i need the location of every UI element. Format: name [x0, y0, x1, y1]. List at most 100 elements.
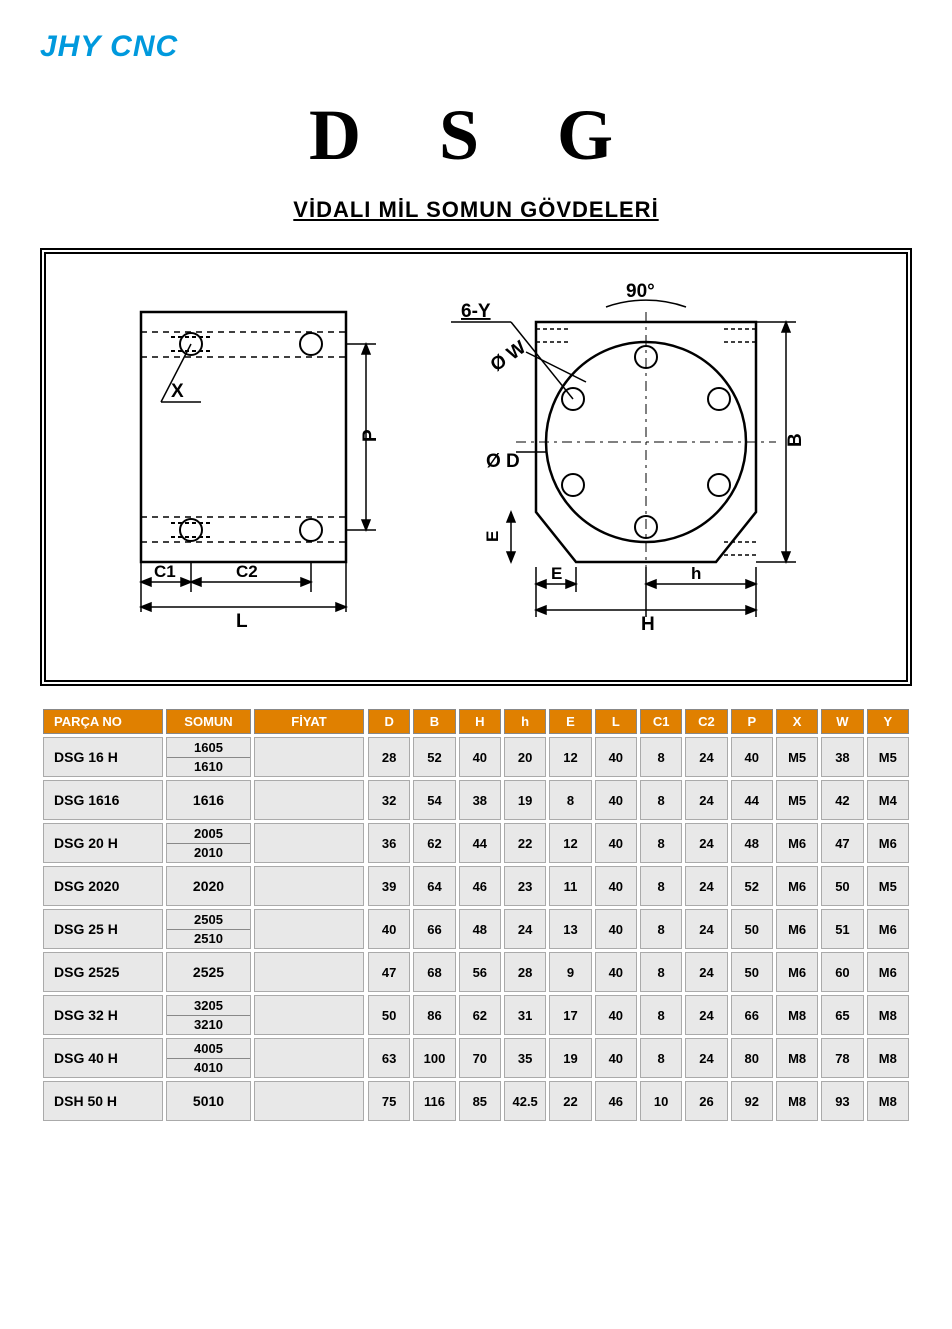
cell: 8 — [640, 995, 682, 1035]
table-row: DSG 20202020 — [43, 866, 364, 906]
cell: 52 — [731, 866, 773, 906]
cell-fiyat — [254, 737, 364, 777]
table-row: 751168542.52246102692M893M8 — [368, 1081, 909, 1121]
cell: 38 — [821, 737, 863, 777]
cell-somun: 5010 — [166, 1081, 251, 1121]
cell-somun: 16051610 — [166, 737, 251, 777]
cell: 116 — [413, 1081, 455, 1121]
cell: 100 — [413, 1038, 455, 1078]
cell: M6 — [867, 823, 909, 863]
cell-fiyat — [254, 909, 364, 949]
cell: M8 — [776, 1081, 818, 1121]
table-row: DSG 16 H16051610 — [43, 737, 364, 777]
cell: 8 — [640, 952, 682, 992]
cell-somun: 2020 — [166, 866, 251, 906]
cell: 44 — [731, 780, 773, 820]
cell-parca: DSG 25 H — [43, 909, 163, 949]
col-fiyat: FİYAT — [254, 709, 364, 734]
cell: M8 — [776, 995, 818, 1035]
cell: M6 — [776, 909, 818, 949]
cell: M6 — [776, 823, 818, 863]
cell: 24 — [685, 737, 727, 777]
col-c1: C1 — [640, 709, 682, 734]
cell: 70 — [459, 1038, 501, 1078]
cell: M8 — [776, 1038, 818, 1078]
label-x: X — [171, 381, 184, 402]
cell: M5 — [776, 737, 818, 777]
cell: 40 — [595, 909, 637, 949]
cell: 19 — [549, 1038, 591, 1078]
cell: 28 — [504, 952, 546, 992]
cell: 78 — [821, 1038, 863, 1078]
cell: 13 — [549, 909, 591, 949]
cell: 40 — [595, 1038, 637, 1078]
cell: 50 — [731, 909, 773, 949]
cell-parca: DSG 40 H — [43, 1038, 163, 1078]
cell: 66 — [413, 909, 455, 949]
cell: 24 — [685, 823, 727, 863]
cell: 40 — [595, 737, 637, 777]
cell: 9 — [549, 952, 591, 992]
cell: 47 — [368, 952, 410, 992]
label-90: 90° — [626, 281, 655, 302]
parts-table: PARÇA NO SOMUN FİYAT DSG 16 H16051610DSG… — [40, 706, 367, 1124]
col-h: h — [504, 709, 546, 734]
cell: 31 — [504, 995, 546, 1035]
cell-parca: DSG 2525 — [43, 952, 163, 992]
cell-parca: DSG 32 H — [43, 995, 163, 1035]
cell: 75 — [368, 1081, 410, 1121]
cell: 40 — [731, 737, 773, 777]
cell-somun: 32053210 — [166, 995, 251, 1035]
col-b: B — [413, 709, 455, 734]
cell-fiyat — [254, 995, 364, 1035]
table-row: DSH 50 H5010 — [43, 1081, 364, 1121]
table-row: 3254381984082444M542M4 — [368, 780, 909, 820]
cell: 40 — [595, 952, 637, 992]
cell: 50 — [821, 866, 863, 906]
cell: 62 — [459, 995, 501, 1035]
cell: 40 — [595, 995, 637, 1035]
cell: 85 — [459, 1081, 501, 1121]
table-row: 4768562894082450M660M6 — [368, 952, 909, 992]
cell: M8 — [867, 1038, 909, 1078]
table-row: DSG 25 H25052510 — [43, 909, 364, 949]
cell: 22 — [549, 1081, 591, 1121]
cell: M8 — [867, 1081, 909, 1121]
col-somun: SOMUN — [166, 709, 251, 734]
cell: 8 — [640, 823, 682, 863]
table-row: 36624422124082448M647M6 — [368, 823, 909, 863]
table-row: 39644623114082452M650M5 — [368, 866, 909, 906]
cell: 12 — [549, 823, 591, 863]
cell: 40 — [459, 737, 501, 777]
col-c2: C2 — [685, 709, 727, 734]
cell: 64 — [413, 866, 455, 906]
col-y: Y — [867, 709, 909, 734]
cell: 24 — [504, 909, 546, 949]
cell: 42 — [821, 780, 863, 820]
page-title: D S G — [40, 94, 912, 177]
cell: 50 — [368, 995, 410, 1035]
cell: 46 — [595, 1081, 637, 1121]
cell: 8 — [640, 737, 682, 777]
table-row: 631007035194082480M878M8 — [368, 1038, 909, 1078]
cell: 24 — [685, 1038, 727, 1078]
cell: 8 — [549, 780, 591, 820]
col-l: L — [595, 709, 637, 734]
label-e-bot: E — [551, 564, 562, 583]
cell: 24 — [685, 995, 727, 1035]
cell: M6 — [867, 909, 909, 949]
cell: 11 — [549, 866, 591, 906]
cell: 48 — [731, 823, 773, 863]
cell: 44 — [459, 823, 501, 863]
col-parca-no: PARÇA NO — [43, 709, 163, 734]
cell: 54 — [413, 780, 455, 820]
dimensions-table: DBHhELC1C2PXWY 28524020124082440M538M532… — [365, 706, 912, 1124]
label-od: Ø D — [486, 451, 520, 472]
cell: 56 — [459, 952, 501, 992]
cell: 17 — [549, 995, 591, 1035]
cell: 46 — [459, 866, 501, 906]
label-b: B — [785, 433, 806, 447]
cell-fiyat — [254, 866, 364, 906]
cell: 60 — [821, 952, 863, 992]
cell-parca: DSG 1616 — [43, 780, 163, 820]
